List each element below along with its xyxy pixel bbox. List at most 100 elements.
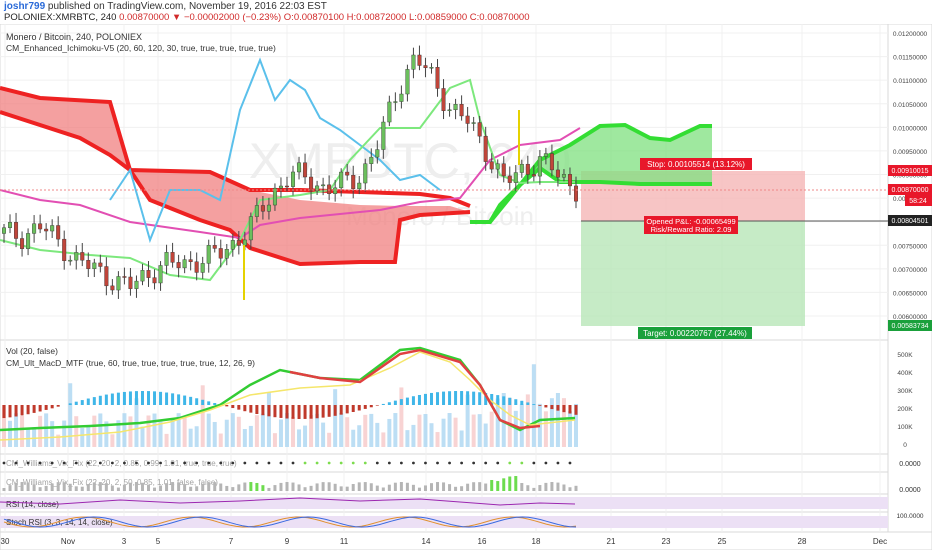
vix2-bar: [327, 482, 331, 491]
volume-bar: [459, 430, 464, 447]
macd-hist-bar: [50, 405, 54, 409]
candle-body: [116, 276, 121, 291]
candle-body: [140, 270, 145, 282]
volume-bar: [74, 416, 79, 447]
vix2-bar: [26, 482, 30, 491]
candle-body: [375, 149, 380, 158]
candle-body: [230, 240, 235, 250]
candles: [2, 45, 579, 299]
time-tick-label: 11: [340, 537, 349, 546]
volume-bar: [98, 413, 103, 447]
vix2-bar: [285, 482, 289, 491]
volume-bar: [56, 434, 61, 447]
candle-body: [459, 104, 464, 117]
vix2-bar: [219, 483, 223, 491]
svg-text:Target: 0.00220767 (27.44%): Target: 0.00220767 (27.44%): [643, 329, 747, 338]
vix2-bar: [255, 482, 259, 491]
svg-text:0.00870000: 0.00870000: [892, 187, 929, 194]
vix2-bar: [502, 478, 506, 491]
target-price-tag: 0.00583734: [888, 320, 932, 331]
macd-hist-bar: [68, 403, 72, 405]
volume-bar: [441, 418, 446, 447]
chart-canvas[interactable]: XMRBTC, 240 Monero / Bitcoin Stop: 0.001…: [0, 24, 932, 550]
candle-body: [291, 171, 296, 187]
volume-bar: [2, 405, 6, 447]
vix2-bar: [363, 482, 367, 491]
vix-pane-title: CM_Williams_Vix_Fix (22, 20, 2, 0.85, 0.…: [6, 459, 237, 468]
volume-bar: [146, 415, 151, 447]
vix2-bar: [423, 485, 427, 491]
macd-hist-bar: [249, 405, 253, 413]
vix2-bar: [520, 483, 524, 491]
candle-body: [429, 67, 434, 69]
vix2-bar: [128, 482, 132, 491]
vix2-bar: [80, 486, 84, 491]
username-link[interactable]: joshr799: [4, 1, 46, 12]
candle-body: [194, 261, 199, 273]
vix2-bar: [177, 482, 181, 491]
volume-bar: [230, 413, 235, 447]
macd-hist-bar: [285, 405, 289, 419]
volume-bar: [188, 428, 193, 447]
vix2-bar: [508, 476, 512, 491]
vix2-bar: [532, 487, 536, 491]
vix2-bar: [32, 484, 36, 491]
macd-hist-bar: [532, 404, 536, 405]
candle-body: [417, 54, 422, 66]
macd-hist-bar: [393, 400, 397, 405]
target-zone[interactable]: [581, 221, 805, 326]
candle-body: [489, 161, 494, 170]
volume-bar: [351, 429, 356, 447]
price-axis[interactable]: [887, 24, 932, 533]
candle-body: [567, 174, 572, 187]
volume-bar: [339, 413, 344, 447]
volume-bar: [68, 383, 73, 447]
volume-bar: [297, 429, 302, 447]
vix2-bar: [375, 485, 379, 491]
vix2-bar: [411, 484, 415, 491]
volume-bar: [26, 427, 31, 447]
vix2-bar: [393, 482, 397, 491]
candle-body: [158, 265, 163, 284]
time-axis[interactable]: [0, 531, 932, 550]
time-tick-label: 16: [478, 537, 487, 546]
macd-hist-bar: [466, 391, 470, 405]
candle-body: [357, 182, 362, 190]
vix2-bar: [225, 485, 229, 491]
macd-hist-bar: [255, 405, 259, 415]
macd-hist-bar: [514, 399, 518, 405]
volume-bar: [50, 421, 55, 447]
vix2-bar: [478, 482, 482, 491]
vix-dot: [532, 461, 536, 465]
vix2-bar: [195, 486, 199, 491]
macd-hist-bar: [237, 405, 241, 410]
target-label: Target: 0.00220767 (27.44%): [638, 327, 752, 339]
macd-hist-bar: [273, 405, 277, 418]
macd-hist-bar: [520, 400, 524, 405]
volume-bar: [435, 432, 440, 447]
volume-bar: [182, 416, 187, 447]
candle-body: [170, 252, 175, 263]
volume-bar: [260, 413, 265, 447]
candle-body: [26, 233, 31, 249]
candle-body: [14, 222, 19, 239]
rsi-line: [0, 497, 576, 506]
time-tick-label: 14: [422, 537, 431, 546]
time-tick-label: 23: [662, 537, 671, 546]
candle-body: [315, 185, 320, 192]
vix-dot: [436, 461, 439, 465]
vix2-bar: [303, 487, 307, 491]
candle-body: [507, 175, 512, 183]
vix2-bar: [466, 483, 470, 491]
volume-bar: [38, 415, 43, 447]
volume-bar: [574, 403, 578, 447]
vol-tick-label: 100K: [897, 424, 913, 431]
volume-bar: [8, 420, 13, 447]
vix-dot: [2, 461, 6, 465]
volume-bar: [369, 413, 374, 447]
cloud-green: [470, 125, 712, 222]
candle-body: [309, 176, 314, 192]
candle-body: [399, 93, 404, 102]
tenkan-line: [109, 57, 441, 244]
vix2-bar: [267, 487, 271, 491]
